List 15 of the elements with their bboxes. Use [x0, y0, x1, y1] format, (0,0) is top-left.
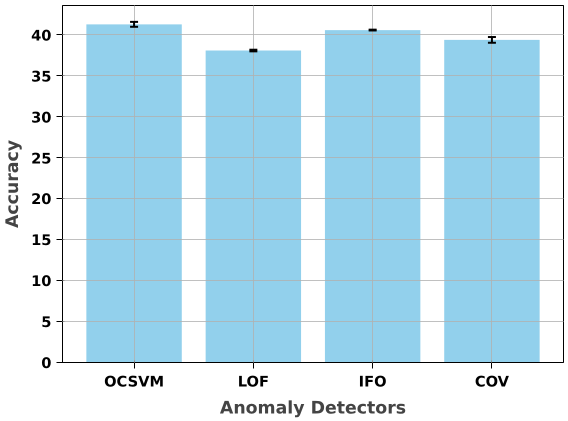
x-tick-label: COV	[474, 374, 510, 390]
y-tick-label: 30	[31, 109, 52, 126]
y-tick-label: 40	[31, 27, 52, 44]
y-tick-label: 0	[41, 355, 52, 372]
y-tick-label: 35	[31, 68, 52, 86]
y-tick-label: 10	[31, 273, 52, 290]
x-tick-label: LOF	[238, 374, 270, 390]
y-tick-label: 25	[31, 150, 52, 168]
x-axis-title: Anomaly Detectors	[220, 398, 406, 418]
y-tick-label: 5	[41, 314, 52, 332]
y-tick-label: 20	[31, 191, 52, 208]
y-tick-label: 15	[31, 232, 52, 250]
x-tick-label: IFO	[358, 374, 387, 390]
y-axis-title: Accuracy	[3, 140, 24, 228]
x-tick-label: OCSVM	[104, 374, 164, 390]
